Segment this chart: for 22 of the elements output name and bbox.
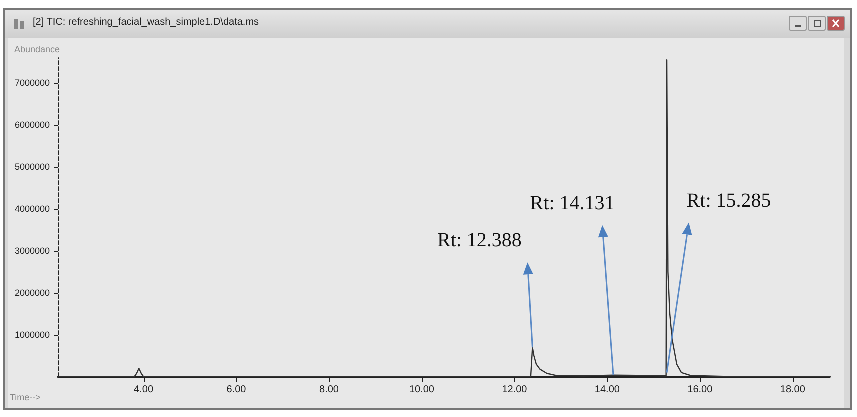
annotation: Rt: 12.388 bbox=[437, 230, 522, 252]
y-tick-label: 3000000 bbox=[14, 246, 50, 256]
annotation: Rt: 14.131 bbox=[530, 192, 615, 214]
x-tick-label: 12.00 bbox=[502, 384, 528, 396]
x-tick-label: 18.00 bbox=[780, 384, 806, 396]
y-tick-label: 4000000 bbox=[14, 204, 50, 214]
chart-title: [2] TIC: refreshing_facial_wash_simple1.D\data.ms bbox=[33, 17, 260, 28]
x-tick-label: 16.00 bbox=[688, 384, 714, 396]
x-axis-title: Time--> bbox=[10, 392, 41, 402]
y-tick-label: 6000000 bbox=[14, 120, 50, 130]
y-tick-label: 7000000 bbox=[14, 78, 50, 88]
annotation: Rt: 15.285 bbox=[686, 190, 772, 212]
y-tick-label: 5000000 bbox=[14, 162, 50, 172]
x-tick-label: 8.00 bbox=[320, 384, 340, 396]
y-axis-title: Abundance bbox=[14, 44, 60, 54]
x-tick-label: 14.00 bbox=[594, 384, 620, 396]
line-series bbox=[57, 60, 831, 378]
x-tick-label: 4.00 bbox=[134, 384, 154, 396]
y-tick-label: 2000000 bbox=[14, 288, 50, 298]
x-tick-label: 6.00 bbox=[226, 384, 247, 396]
x-tick-label: 10.00 bbox=[409, 384, 435, 396]
y-tick-label: 1000000 bbox=[14, 330, 50, 340]
